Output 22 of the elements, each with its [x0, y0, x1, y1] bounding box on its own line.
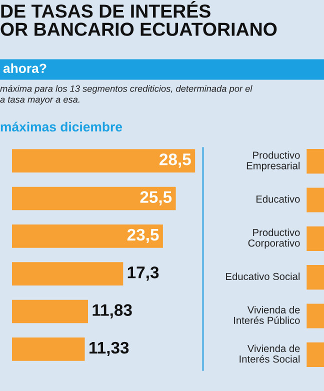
data-label: 25,5 [140, 191, 172, 206]
data-label: 11,83 [92, 304, 132, 318]
category-label: Productivo Corporativo [248, 228, 300, 249]
chart-title: DE TASAS DE INTERÉS OR BANCARIO ECUATORIANO [0, 0, 277, 36]
text: máximas diciembre [0, 122, 122, 132]
category-label: Productivo Empresarial [246, 151, 300, 172]
bar [12, 300, 88, 324]
bar [12, 149, 196, 173]
bar [12, 186, 176, 210]
bar [12, 262, 124, 286]
text: máxima para los 13 segmentos crediticios, determinada por el a tasa mayor a esa. [0, 85, 252, 105]
data-label: 17,3 [128, 266, 159, 281]
chart-subtitle: ahora? [3, 63, 46, 74]
bar [12, 337, 85, 361]
bar [12, 224, 163, 248]
category-label: Vivienda de Interés Social [240, 344, 300, 363]
data-label: 23,5 [127, 228, 159, 244]
data-label: 11,33 [90, 342, 129, 356]
category-label: Vivienda de Interés Público [234, 306, 300, 324]
data-label: 28,5 [160, 154, 191, 168]
category-label: Educativo [256, 195, 300, 203]
category-label: Educativo Social [226, 272, 300, 280]
